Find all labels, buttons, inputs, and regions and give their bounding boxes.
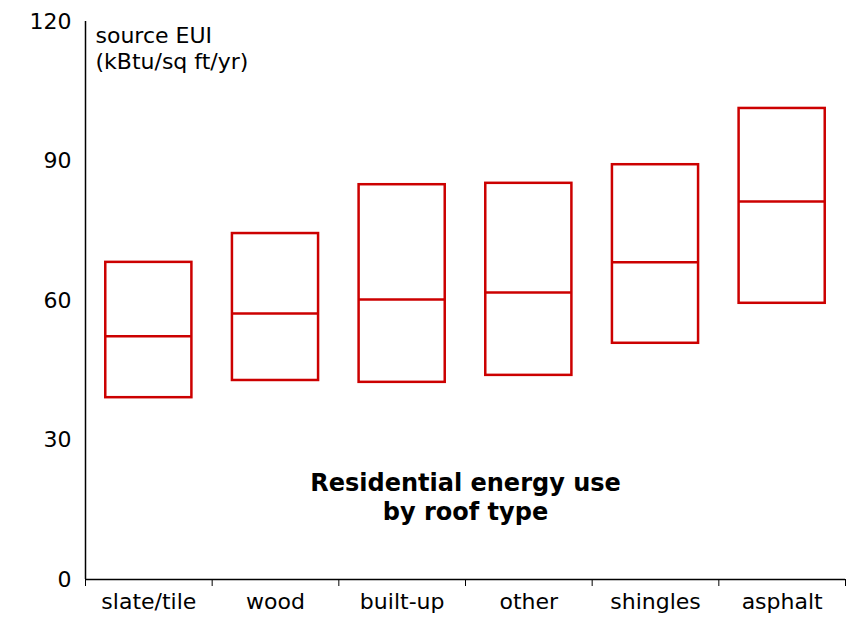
svg-text:built-up: built-up [360, 589, 445, 614]
svg-text:slate/tile: slate/tile [101, 589, 196, 614]
svg-text:wood: wood [246, 589, 305, 614]
svg-text:60: 60 [44, 288, 72, 313]
svg-text:source EUI(kBtu/sq ft/yr): source EUI(kBtu/sq ft/yr) [96, 23, 249, 73]
svg-text:Residential energy useby roof: Residential energy useby roof type [310, 469, 621, 526]
svg-text:other: other [500, 589, 560, 614]
svg-text:90: 90 [44, 148, 72, 173]
svg-text:30: 30 [44, 427, 72, 452]
svg-text:asphalt: asphalt [742, 589, 823, 614]
svg-text:0: 0 [58, 567, 72, 592]
svg-text:shingles: shingles [610, 589, 701, 614]
svg-text:120: 120 [30, 9, 72, 34]
